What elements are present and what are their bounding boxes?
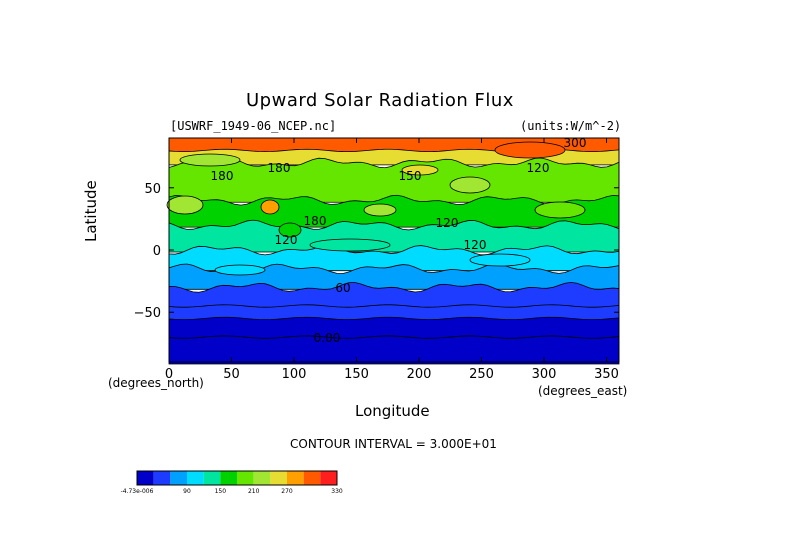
x-tick-label: 250: [469, 367, 494, 382]
colorbar-segment: [237, 471, 254, 485]
x-tick-label: 150: [344, 367, 369, 382]
colorbar-segment: [203, 471, 221, 485]
contour-label: 120: [436, 216, 459, 230]
lat-band: [168, 335, 620, 365]
y-tick-label: 0: [153, 244, 161, 259]
contour-patch: [309, 238, 391, 252]
contour-label: 180: [211, 169, 234, 183]
contour-label: 120: [275, 233, 298, 247]
contour-patch: [260, 199, 280, 215]
colorbar-segment: [320, 471, 337, 485]
colorbar-segment: [137, 471, 154, 485]
contour-patch: [166, 195, 204, 215]
colorbar-tick-label: -4.73e-006: [121, 488, 154, 495]
y-axis-title: Latitude: [82, 180, 100, 242]
colorbar-segment: [220, 471, 237, 485]
contour-label: 180: [304, 214, 327, 228]
colorbar-tick-label: 330: [331, 488, 343, 495]
lat-band: [168, 281, 620, 309]
contour-patch: [401, 164, 439, 176]
colorbar-tick-label: 210: [248, 488, 260, 495]
contour-patch: [449, 176, 491, 194]
y-unit-label: (degrees_north): [108, 376, 204, 390]
colorbar-segment: [270, 471, 287, 485]
x-tick-label: 200: [407, 367, 432, 382]
contour-label: 120: [464, 238, 487, 252]
colorbar-segment: [303, 471, 321, 485]
contour-patch: [278, 222, 302, 238]
contour-label: 300: [564, 136, 587, 150]
colorbar-segment: [153, 471, 171, 485]
colorbar-segment: [170, 471, 187, 485]
contour-label: 0.00: [314, 331, 341, 345]
colorbar-segment: [187, 471, 204, 485]
contour-patch: [534, 201, 586, 219]
colorbar-tick-label: 90: [183, 488, 191, 495]
x-tick-label: 50: [223, 367, 240, 382]
contour-label: 150: [399, 169, 422, 183]
lat-band: [168, 157, 620, 203]
colorbar-frame: [136, 470, 338, 486]
colorbar-tick-label: 150: [215, 488, 227, 495]
contour-patch: [363, 203, 397, 217]
contour-patch: [214, 264, 266, 276]
contour-patch: [494, 141, 566, 159]
lat-band: [168, 304, 620, 321]
x-tick-label: 0: [165, 367, 173, 382]
contour-patch: [179, 153, 241, 167]
x-unit-label: (degrees_east): [538, 384, 628, 398]
x-tick-label: 100: [282, 367, 307, 382]
colorbar-segment: [253, 471, 271, 485]
x-tick-label: 300: [532, 367, 557, 382]
contour-label: 60: [335, 281, 350, 295]
colorbar-segment: [287, 471, 304, 485]
chart-title: Upward Solar Radiation Flux: [246, 90, 514, 111]
x-axis-title: Longitude: [355, 402, 430, 420]
contour-label: 120: [527, 161, 550, 175]
units-label: (units:W/m^-2): [520, 119, 622, 133]
contour-patch: [469, 253, 531, 267]
colorbar-tick-label: 270: [281, 488, 293, 495]
contour-interval-text: CONTOUR INTERVAL = 3.000E+01: [290, 437, 497, 451]
x-tick-label: 350: [594, 367, 619, 382]
y-tick-label: −50: [134, 306, 161, 321]
contour-label: 180: [268, 161, 291, 175]
file-label: [USWRF_1949-06_NCEP.nc]: [170, 119, 337, 133]
y-tick-label: 50: [144, 182, 161, 197]
lat-band: [168, 316, 620, 340]
